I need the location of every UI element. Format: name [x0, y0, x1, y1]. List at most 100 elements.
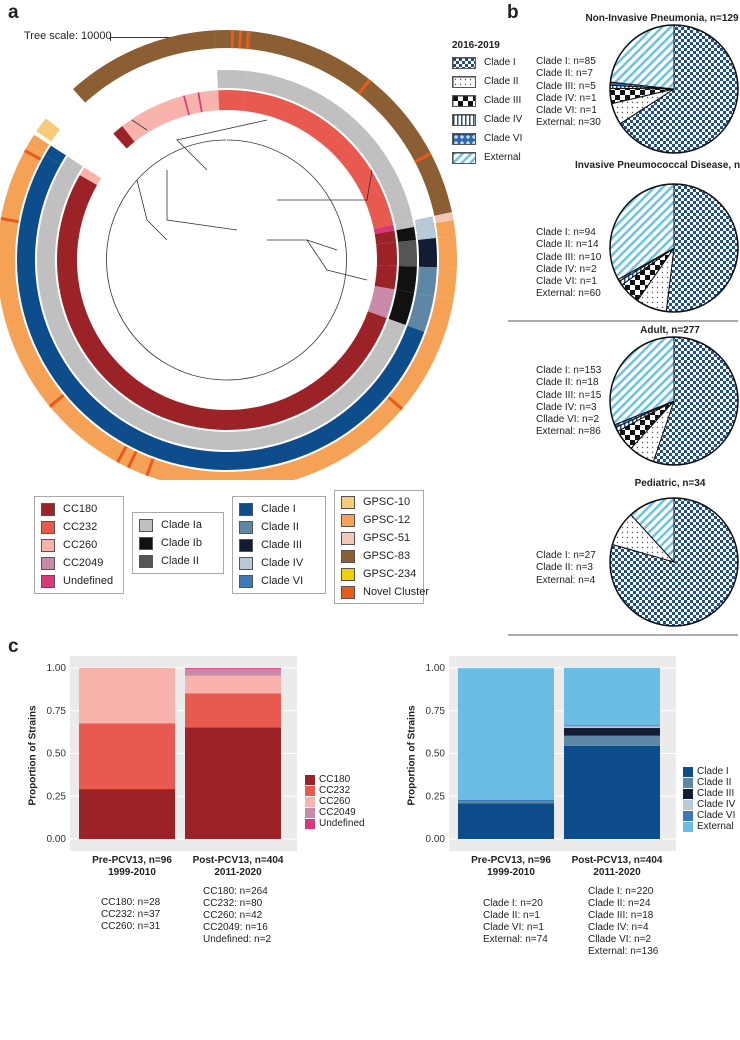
- bar-legend-item: CC180: [305, 774, 365, 785]
- legend-label: Clade IV: [261, 557, 304, 569]
- legend-swatch: [341, 495, 355, 509]
- ring-undefined-tick: [183, 95, 190, 116]
- ring-clade-segment: [398, 240, 417, 267]
- bar-segment: [564, 725, 660, 727]
- legend-item: Clade II: [139, 553, 199, 569]
- bar-legend-label: External: [697, 821, 734, 832]
- legend-swatch: [341, 567, 355, 581]
- legend-cc: CC180 CC232 CC260 CC2049 Undefined: [34, 496, 124, 594]
- legend-item: GPSC-10: [341, 494, 410, 510]
- ring-gpsc-segment: [434, 212, 454, 224]
- legend-label: GPSC-234: [363, 568, 417, 580]
- pie-legend-item: Clade IV: [452, 112, 522, 127]
- bar-legend-item: Clade VI: [683, 810, 735, 821]
- ring-clade-segment: [62, 156, 83, 174]
- bar-segment: [564, 728, 660, 736]
- bar-legend-item: External: [683, 821, 735, 832]
- ring-novel-cluster-tick: [0, 216, 19, 224]
- ring-gpsc-segment: [36, 118, 60, 142]
- ring-clade-segment: [388, 289, 415, 325]
- bar-count-line: Clade I: n=20: [483, 898, 543, 909]
- legend-item: Clade III: [239, 537, 302, 553]
- pie-count-line: Clade III: n=10: [536, 251, 602, 263]
- ring-novel-cluster-tick: [116, 445, 128, 464]
- tree-branches: [106, 119, 373, 381]
- tree-branch: [176, 119, 268, 171]
- bar-legend-item: Clade III: [683, 788, 735, 799]
- ring-clade-segment: [244, 71, 413, 225]
- ring-undefined-tick: [197, 92, 203, 113]
- pie-outline: [609, 336, 739, 466]
- pie-count-line: Clade III: n=15: [536, 389, 602, 401]
- bar-legend-swatch: [683, 788, 693, 799]
- x-category-name: Pre-PCV13, n=96: [471, 855, 551, 866]
- legend-swatch: [139, 536, 153, 550]
- bar-legend-swatch: [305, 807, 315, 818]
- bar-count-line: CC232: n=80: [203, 898, 263, 909]
- legend-swatch: [41, 538, 55, 552]
- legend-clade: Clade Ia Clade Ib Clade II: [132, 512, 224, 574]
- pie-count-line: External: n=86: [536, 426, 601, 438]
- x-category-name: Post-PCV13, n=404: [571, 855, 663, 866]
- bar-segment: [458, 803, 554, 839]
- pie-count-line: Cllade VI: n=2: [536, 414, 600, 426]
- ring-cc-segment: [373, 224, 395, 234]
- ring-gpsc-segment: [435, 267, 457, 300]
- bar-legend-swatch: [305, 774, 315, 785]
- legend-label: CC2049: [63, 557, 104, 569]
- legend-item: GPSC-234: [341, 566, 416, 582]
- ring-novel-cluster-tick: [230, 30, 235, 49]
- pie-divider-bottom: [508, 634, 738, 636]
- bar-legend: Clade I Clade II Clade III Clade IV Clade VI…: [683, 766, 735, 832]
- pie-count-line: Clade II: n=14: [536, 239, 599, 251]
- legend-label: Clade II: [161, 555, 199, 567]
- ring-cc-segment: [122, 90, 220, 142]
- ring-serotype-segment: [417, 238, 437, 268]
- legend-label: CC260: [63, 539, 98, 551]
- pie-legend-swatch: [452, 113, 476, 126]
- tree-branch: [131, 119, 148, 131]
- bar-legend-swatch: [683, 799, 693, 810]
- tree-branch: [106, 139, 347, 381]
- legend-swatch: [239, 520, 253, 534]
- bar-count-line: CC232: n=37: [101, 909, 161, 920]
- legend-swatch: [239, 538, 253, 552]
- bar-legend-item: Undefined: [305, 818, 365, 829]
- ring-clade-segment: [217, 70, 247, 89]
- bar-segment: [185, 727, 281, 839]
- bar-legend-swatch: [683, 766, 693, 777]
- bar-count-line: Clade II: n=1: [483, 910, 540, 921]
- ring-gpsc-segment: [27, 134, 50, 154]
- bar-segment: [185, 668, 281, 676]
- legend-swatch: [41, 520, 55, 534]
- bar-legend-swatch: [683, 777, 693, 788]
- ring-gpsc-segment: [73, 30, 216, 103]
- tree-branch: [166, 170, 238, 231]
- bar-legend-item: Clade IV: [683, 799, 735, 810]
- ring-clade-segment: [396, 227, 416, 243]
- bar-segment: [458, 801, 554, 804]
- bar-legend-label: CC2049: [319, 807, 356, 818]
- legend-swatch: [341, 585, 355, 599]
- y-tick-label: 0.75: [426, 706, 446, 717]
- pie-chart-adult: [609, 336, 739, 466]
- ring-cc-segment: [242, 90, 394, 229]
- legend-swatch: [239, 574, 253, 588]
- ring-serotype-segment: [414, 216, 436, 240]
- bar-count-line: Cllade VI: n=2: [588, 934, 652, 945]
- pie-count-line: Clade VI: n=1: [536, 105, 597, 117]
- pie-legend-item: Clade VI: [452, 131, 522, 146]
- bar-segment: [458, 668, 554, 801]
- ring-novel-cluster-tick: [23, 149, 42, 161]
- legend-swatch: [139, 554, 153, 568]
- bar-count-line: Clade II: n=24: [588, 898, 651, 909]
- pie-count-line: Clade I: n=85: [536, 56, 596, 67]
- ring-clade-segment: [395, 220, 415, 231]
- pie-title: Pediatric, n=34: [634, 478, 706, 489]
- legend-label: Clade II: [261, 521, 299, 533]
- bar-segment: [79, 668, 175, 724]
- pie-count-line: Clade I: n=94: [536, 227, 596, 238]
- tree-scale-tick-left: [110, 33, 111, 41]
- bar-legend-item: CC260: [305, 796, 365, 807]
- bar-counts: Clade I: n=220 Clade II: n=24 Clade III:…: [588, 886, 658, 958]
